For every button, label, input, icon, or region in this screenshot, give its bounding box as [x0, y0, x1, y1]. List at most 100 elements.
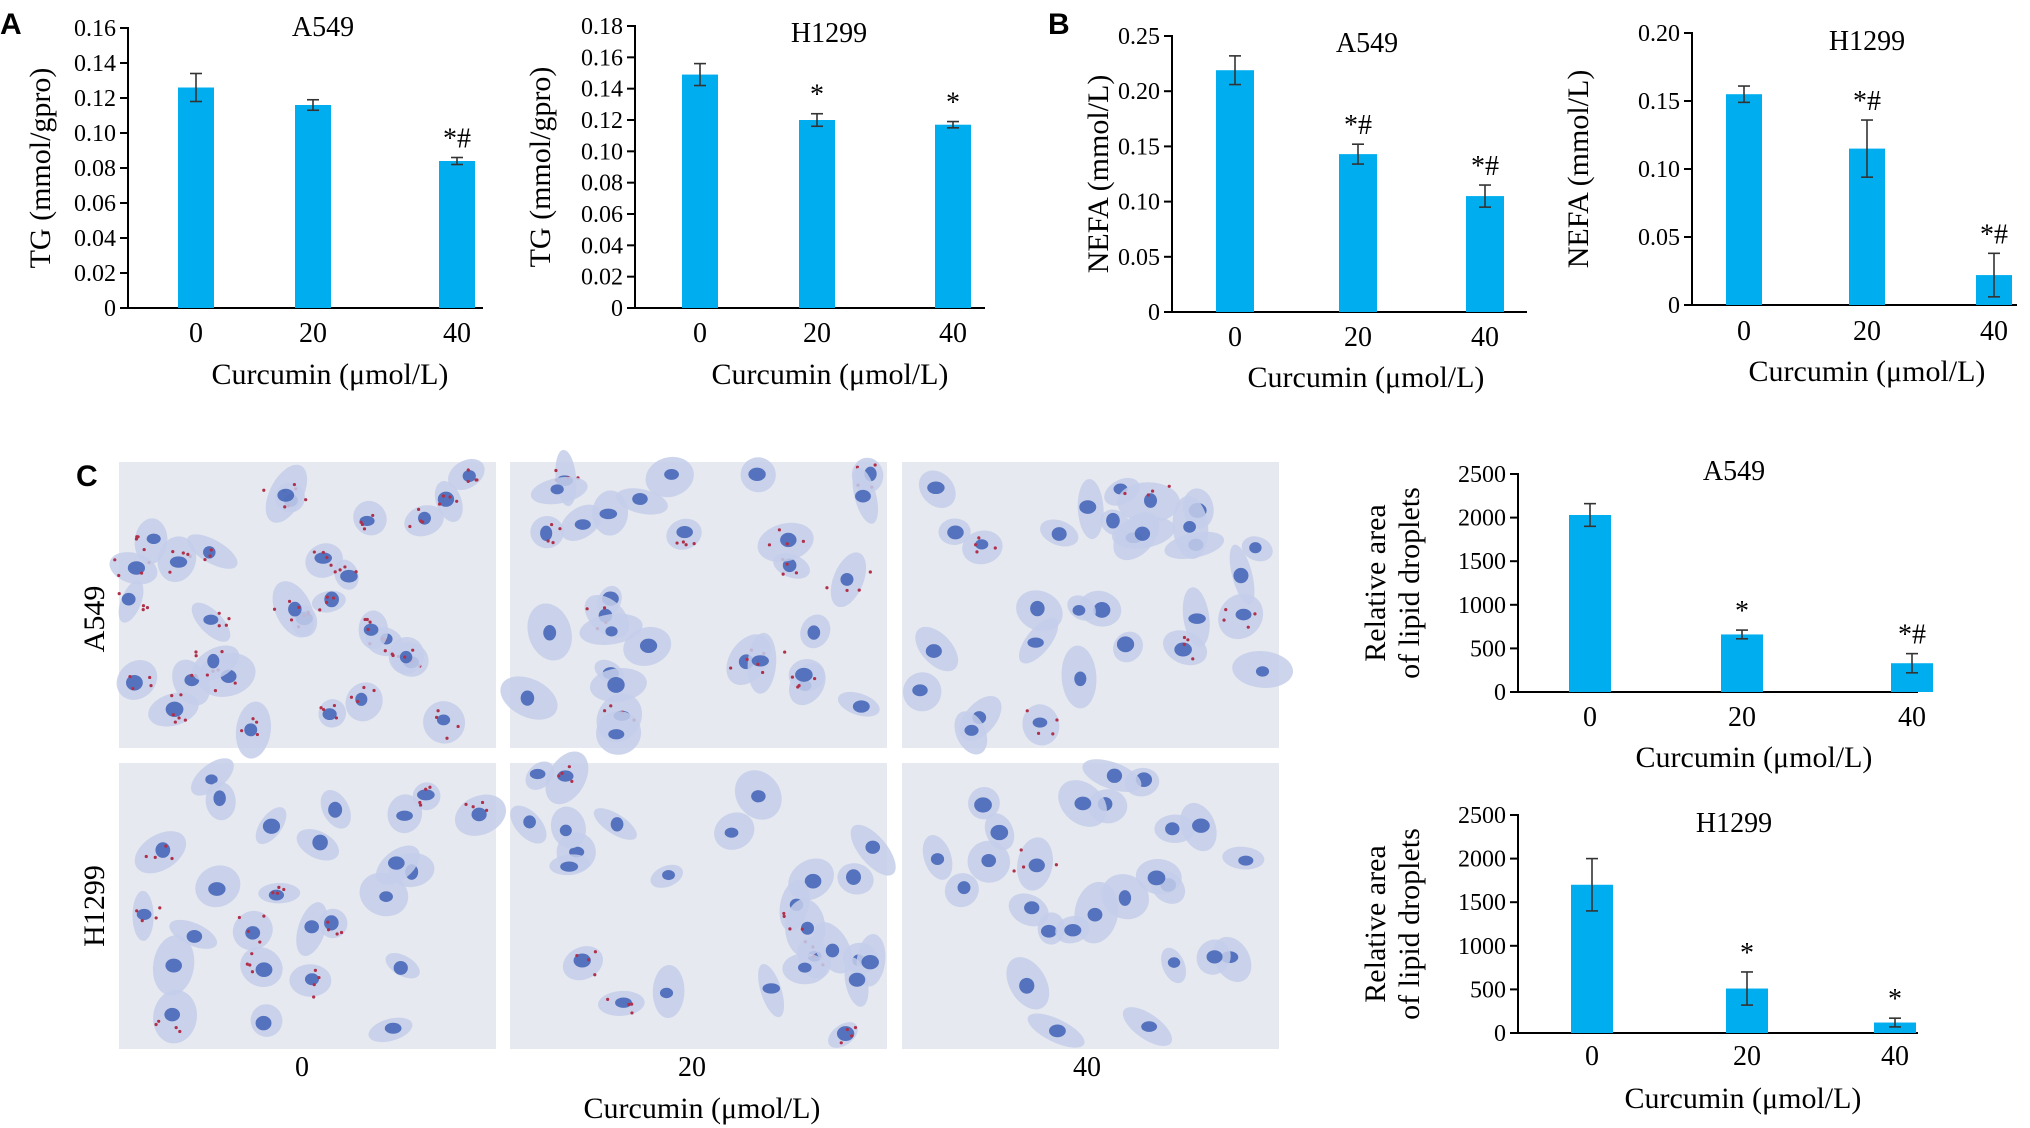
x-tick-label: 0 [1737, 316, 1751, 347]
y-tick-label: 0 [104, 296, 116, 322]
y-tick-label: 0.14 [581, 77, 623, 103]
y-tick-label: 1000 [1458, 593, 1506, 619]
micrograph-x-axis-label: Curcumin (μmol/L) [584, 1092, 821, 1125]
y-tick-label: 0.18 [581, 14, 623, 40]
y-tick-label: 0.20 [1638, 21, 1680, 47]
significance-mark: *# [1344, 110, 1372, 141]
y-tick-label: 0.14 [74, 51, 116, 77]
y-tick-label: 0.10 [1638, 157, 1680, 183]
bar-charts: 0 0.02 0.04 0.06 0.08 0.10 0.12 0.14 0.16 TG (mmo… [24, 12, 2017, 1115]
panel-label-b: B [1048, 8, 1070, 41]
x-tick-label: 40 [1881, 1041, 1909, 1072]
micrograph-col-label-40: 40 [1073, 1052, 1101, 1083]
micrograph-labels: A549 H1299 0 20 40 Curcumin (μmol/L) [78, 586, 1101, 1125]
chart-title: A549 [1703, 456, 1765, 487]
chart-tg-a549: 0 0.02 0.04 0.06 0.08 0.10 0.12 0.14 0.16 TG (mmo… [24, 12, 483, 391]
y-axis-label: TG (mmol/gpro) [524, 67, 557, 268]
x-tick-label: 0 [1585, 1041, 1599, 1072]
chart-lipid-h1299: 0 500 1000 1500 2000 2500 Relative area of lipi… [1359, 803, 1918, 1115]
y-tick-label: 0.08 [74, 156, 116, 182]
x-tick-label: 20 [1344, 322, 1372, 353]
bar-20 [295, 105, 331, 308]
y-tick-label: 0.06 [581, 202, 623, 228]
bar-0 [1216, 70, 1254, 312]
y-axis-label: TG (mmol/gpro) [24, 68, 57, 269]
y-tick-label: 0.10 [1118, 190, 1160, 216]
bar-20 [799, 120, 835, 308]
micrograph-row-label-a549: A549 [78, 586, 111, 653]
chart-lipid-a549: 0 500 1000 1500 2000 2500 Relative area of lipi… [1359, 456, 1933, 774]
y-axis-label: of lipid droplets [1393, 487, 1426, 679]
y-tick-label: 0.08 [581, 171, 623, 197]
chart-tg-h1299: 0 0.02 0.04 0.06 0.08 0.10 0.12 0.14 0.16 0.18 TG … [524, 14, 985, 391]
y-tick-label: 0.16 [74, 16, 116, 42]
y-tick-label: 0 [1668, 293, 1680, 319]
x-tick-label: 0 [1228, 322, 1242, 353]
significance-mark: *# [1853, 86, 1881, 117]
y-tick-label: 0.15 [1638, 89, 1680, 115]
chart-title: H1299 [1829, 26, 1905, 57]
y-tick-label: 0.05 [1638, 225, 1680, 251]
y-tick-label: 0.10 [74, 121, 116, 147]
y-tick-label: 0.04 [581, 233, 623, 259]
bar-0 [178, 87, 214, 308]
y-tick-label: 0 [611, 296, 623, 322]
x-tick-label: 20 [1733, 1041, 1761, 1072]
panel-label-c: C [76, 460, 98, 493]
micrograph-H1299-0 [119, 758, 507, 1049]
y-tick-label: 1500 [1458, 890, 1506, 916]
y-tick-label: 0.06 [74, 191, 116, 217]
micrograph-H1299-20 [510, 751, 896, 1049]
micrograph-col-label-20: 20 [678, 1052, 706, 1083]
significance-mark: *# [1980, 219, 2008, 250]
x-tick-label: 20 [1853, 316, 1881, 347]
significance-mark: * [1888, 984, 1902, 1015]
x-tick-label: 0 [693, 318, 707, 349]
y-tick-label: 0.25 [1118, 24, 1160, 50]
y-tick-label: 0 [1494, 680, 1506, 706]
micrograph-col-label-0: 0 [295, 1052, 309, 1083]
chart-title: A549 [292, 12, 354, 43]
y-tick-label: 2500 [1458, 803, 1506, 829]
significance-mark: *# [1898, 620, 1926, 651]
y-tick-label: 0.04 [74, 226, 116, 252]
y-tick-label: 500 [1470, 636, 1506, 662]
chart-title: H1299 [1696, 808, 1772, 839]
chart-title: A549 [1336, 28, 1398, 59]
x-tick-label: 20 [803, 318, 831, 349]
x-axis-label: Curcumin (μmol/L) [712, 358, 949, 391]
bar-40 [935, 124, 971, 308]
x-tick-label: 40 [443, 318, 471, 349]
y-tick-label: 0.16 [581, 45, 623, 71]
y-tick-label: 500 [1470, 977, 1506, 1003]
x-axis-label: Curcumin (μmol/L) [1248, 361, 1485, 394]
x-axis-label: Curcumin (μmol/L) [1625, 1082, 1862, 1115]
bar-20 [1721, 634, 1763, 692]
significance-mark: * [1740, 938, 1754, 969]
bar-20 [1339, 154, 1377, 312]
panel-label-a: A [0, 8, 22, 41]
y-tick-label: 1500 [1458, 549, 1506, 575]
y-tick-label: 2000 [1458, 506, 1506, 532]
x-tick-label: 40 [1898, 702, 1926, 733]
x-axis-label: Curcumin (μmol/L) [1636, 741, 1873, 774]
chart-nefa-h1299: 0 0.05 0.10 0.15 0.20 NEFA (mmol/L) H1299 0 *# 20… [1562, 21, 2017, 388]
micrograph-grid [109, 449, 1294, 1049]
x-tick-label: 40 [1471, 322, 1499, 353]
bar-0 [1569, 514, 1611, 692]
y-tick-label: 2000 [1458, 847, 1506, 873]
x-tick-label: 20 [299, 318, 327, 349]
y-tick-label: 0.05 [1118, 245, 1160, 271]
significance-mark: * [1735, 596, 1749, 627]
bar-40 [1874, 1022, 1916, 1033]
y-tick-label: 1000 [1458, 934, 1506, 960]
x-tick-label: 40 [939, 318, 967, 349]
bar-40 [1466, 196, 1504, 312]
x-tick-label: 0 [1583, 702, 1597, 733]
micrograph-A549-0 [109, 458, 496, 759]
x-tick-label: 40 [1980, 316, 2008, 347]
bar-0 [682, 74, 718, 308]
micrograph-H1299-40 [902, 759, 1279, 1049]
